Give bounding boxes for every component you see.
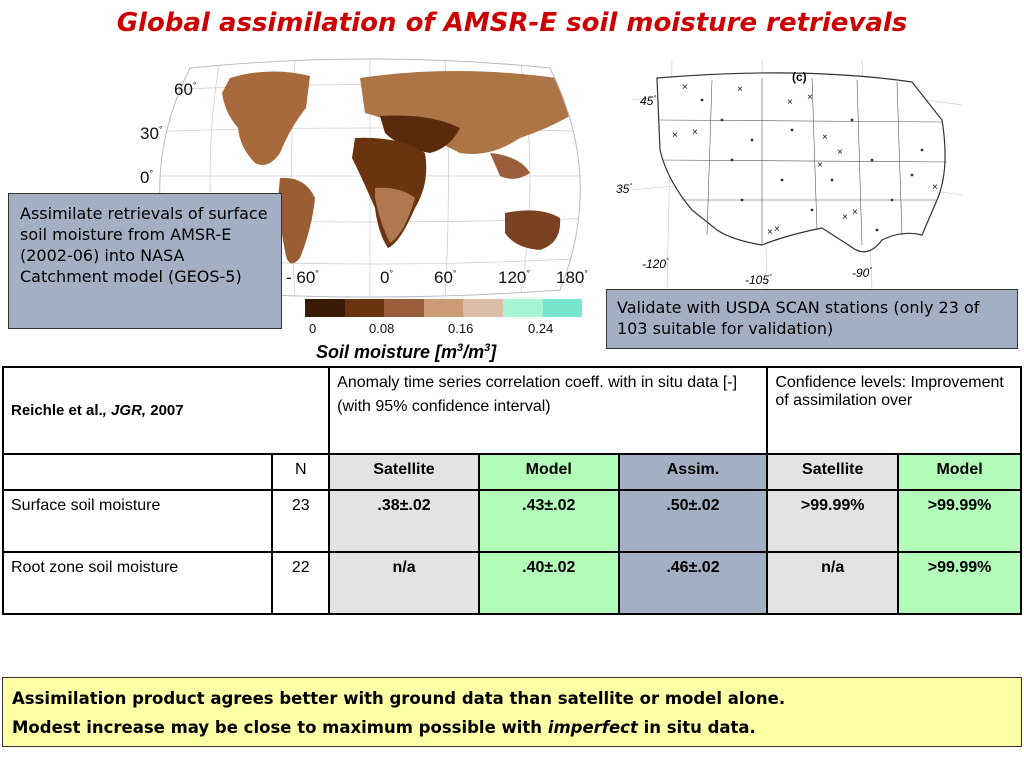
- svg-text:×: ×: [822, 132, 828, 143]
- table-header-row: Reichle et al., JGR, 2007 Anomaly time s…: [1, 366, 1022, 455]
- svg-text:×: ×: [852, 207, 858, 218]
- us-lon-label-90: -90°: [852, 266, 873, 280]
- row-label: Surface soil moisture: [1, 489, 274, 553]
- lon-label-180: 180°: [556, 268, 588, 287]
- lat-label-30: 30°: [140, 124, 163, 143]
- lon-label-minus60: - 60°: [286, 268, 319, 287]
- citation-year: 2007: [146, 402, 184, 419]
- row-satellite-value: .38±.02: [328, 489, 480, 553]
- colorbar-swatch: [463, 299, 503, 317]
- svg-text:×: ×: [672, 130, 678, 141]
- table-subheader-row: N Satellite Model Assim. Satellite Model: [1, 453, 1022, 491]
- colorbar-swatch: [384, 299, 424, 317]
- row-model-value: .40±.02: [477, 551, 620, 615]
- row-label: Root zone soil moisture: [1, 551, 274, 615]
- lon-label-0: 0°: [380, 268, 394, 287]
- us-lat-label-45: 45°: [640, 94, 657, 108]
- soil-moisture-colorbar: [305, 299, 583, 317]
- validation-description-box: Validate with USDA SCAN stations (only 2…: [606, 289, 1018, 349]
- usda-scan-station-map: × ×× ××× ××× ×× × ××: [612, 60, 972, 290]
- colorbar-swatch: [502, 299, 543, 317]
- colorbar-tick-024: 0.24: [528, 321, 554, 336]
- subheader-conf-model: Model: [897, 453, 1022, 491]
- colorbar-swatch: [542, 299, 583, 317]
- results-table: Reichle et al., JGR, 2007 Anomaly time s…: [1, 366, 1022, 615]
- lon-label-120: 120°: [498, 268, 530, 287]
- us-lon-label-105: -105°: [745, 273, 772, 287]
- assimilation-description-box: Assimilate retrievals of surface soil mo…: [8, 193, 282, 329]
- svg-text:×: ×: [682, 82, 688, 93]
- correlation-header-text: Anomaly time series correlation coeff. w…: [337, 374, 738, 391]
- conclusion-line-1: Assimilation product agrees better with …: [12, 689, 786, 708]
- svg-text:×: ×: [932, 182, 938, 193]
- lat-label-0: 0°: [140, 168, 154, 187]
- subheader-model: Model: [477, 453, 620, 491]
- colorbar-tick-016: 0.16: [448, 321, 474, 336]
- table-row: Root zone soil moisture 22 n/a .40±.02 .…: [1, 551, 1022, 615]
- row-assim-value: .50±.02: [617, 489, 769, 553]
- citation-cell: Reichle et al., JGR, 2007: [1, 366, 331, 455]
- correlation-header-cell: Anomaly time series correlation coeff. w…: [328, 366, 769, 455]
- subheader-empty-cell: [1, 453, 274, 491]
- colorbar-swatch: [423, 299, 464, 317]
- conclusion-note-box: Assimilation product agrees better with …: [2, 677, 1022, 747]
- colorbar-tick-008: 0.08: [369, 321, 395, 336]
- colorbar-caption: Soil moisture [m3/m3]: [316, 342, 497, 362]
- citation-journal: , JGR,: [102, 402, 147, 419]
- correlation-header-note: (with 95% confidence interval): [337, 398, 551, 415]
- row-n: 22: [271, 551, 331, 615]
- svg-text:×: ×: [737, 84, 743, 95]
- row-conf-model-value: >99.99%: [897, 551, 1022, 615]
- row-assim-value: .46±.02: [617, 551, 769, 615]
- subheader-conf-satellite: Satellite: [766, 453, 900, 491]
- svg-text:×: ×: [817, 160, 823, 171]
- table-row: Surface soil moisture 23 .38±.02 .43±.02…: [1, 489, 1022, 553]
- row-n: 23: [271, 489, 331, 553]
- colorbar-tick-0: 0: [309, 321, 317, 336]
- svg-text:×: ×: [767, 227, 773, 238]
- colorbar-swatch: [305, 299, 345, 317]
- us-lon-label-120: -120°: [642, 257, 669, 271]
- row-conf-model-value: >99.99%: [897, 489, 1022, 553]
- row-conf-satellite-value: >99.99%: [766, 489, 900, 553]
- lat-label-60: 60°: [174, 80, 197, 99]
- row-satellite-value: n/a: [328, 551, 480, 615]
- row-model-value: .43±.02: [477, 489, 620, 553]
- colorbar-swatch: [344, 299, 385, 317]
- conclusion-line-2: Modest increase may be close to maximum …: [12, 718, 756, 737]
- lon-label-60: 60°: [434, 268, 457, 287]
- us-lat-label-35: 35°: [616, 182, 633, 196]
- us-map-panel-label: (c): [792, 70, 807, 84]
- confidence-header-cell: Confidence levels: Improvement of assimi…: [766, 366, 1022, 455]
- svg-text:×: ×: [807, 92, 813, 103]
- svg-text:×: ×: [837, 147, 843, 158]
- svg-text:×: ×: [692, 127, 698, 138]
- conclusion-emphasis: imperfect: [547, 718, 638, 737]
- row-conf-satellite-value: n/a: [766, 551, 900, 615]
- citation-author: Reichle et al.: [11, 402, 103, 419]
- svg-text:×: ×: [787, 97, 793, 108]
- svg-text:×: ×: [774, 224, 780, 235]
- subheader-assim: Assim.: [617, 453, 769, 491]
- svg-text:×: ×: [842, 212, 848, 223]
- subheader-satellite: Satellite: [328, 453, 480, 491]
- subheader-n: N: [271, 453, 331, 491]
- slide-title: Global assimilation of AMSR-E soil moist…: [116, 8, 908, 38]
